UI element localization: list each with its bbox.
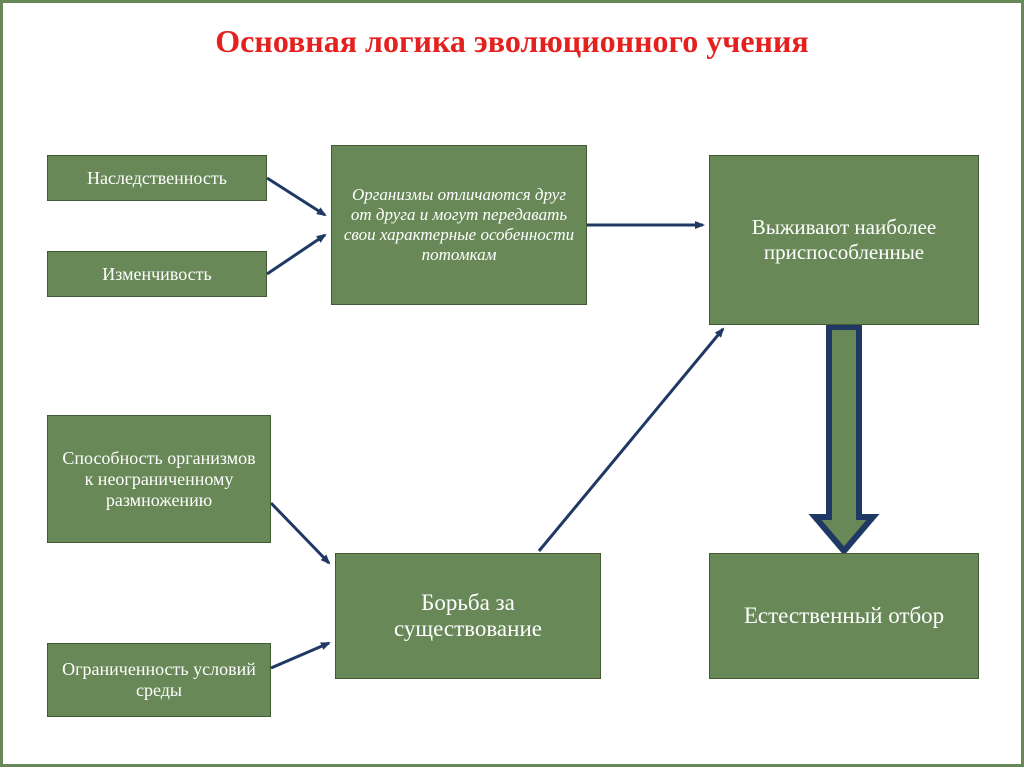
edge-variability-difference [267,235,325,274]
node-variability: Изменчивость [47,251,267,297]
node-survive: Выживают наиболее приспособленные [709,155,979,325]
edge-survive-selection [815,327,873,551]
edge-heredity-difference [267,178,325,215]
slide-title: Основная логика эволюционного учения [3,23,1021,60]
node-difference: Организмы отличаются друг от друга и мог… [331,145,587,305]
node-ability: Способность организмов к неограниченному… [47,415,271,543]
node-limits: Ограниченность условий среды [47,643,271,717]
node-heredity: Наследственность [47,155,267,201]
edge-ability-struggle [271,503,329,563]
edge-struggle-survive [539,329,723,551]
slide-canvas: Основная логика эволюционного учения Нас… [0,0,1024,767]
edge-limits-struggle [271,643,329,668]
node-selection: Естественный отбор [709,553,979,679]
node-struggle: Борьба за существование [335,553,601,679]
